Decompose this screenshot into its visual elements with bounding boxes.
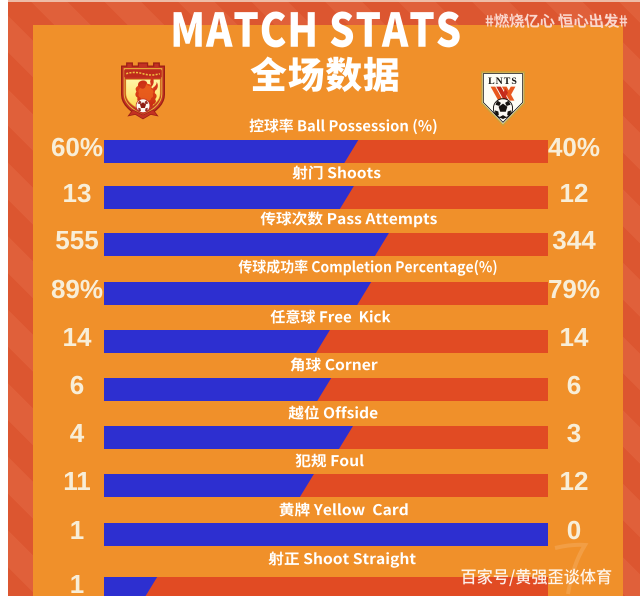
stat-label: 任意球 Free Kick <box>269 308 392 325</box>
stat-label: 射正 Shoot Straight <box>267 550 417 569</box>
stat-bar <box>104 186 548 209</box>
text-glyphs <box>250 56 399 93</box>
away-bar-segment <box>344 140 548 163</box>
away-bar-segment <box>299 474 548 497</box>
text-glyphs <box>249 118 437 134</box>
away-value: 14 <box>559 322 589 352</box>
text-glyphs <box>260 211 438 227</box>
home-value: 555 <box>55 225 99 255</box>
stat-label: 射门 Shoots <box>291 164 382 181</box>
page-title: MATCH STATS <box>172 10 461 49</box>
stat-bar <box>104 577 548 596</box>
stat-bar <box>104 233 548 256</box>
away-value: 40% <box>547 132 601 162</box>
away-bar-segment <box>143 577 548 596</box>
stats-panel <box>33 25 623 596</box>
stat-bar <box>104 523 548 546</box>
text-glyphs <box>288 404 378 420</box>
stat-bar <box>104 378 548 401</box>
away-value: 3 <box>566 418 582 448</box>
text-glyphs <box>485 13 627 29</box>
text-glyphs <box>290 356 378 372</box>
away-value: 0 <box>566 515 582 545</box>
home-value: 6 <box>69 370 85 400</box>
stat-bar <box>104 140 548 163</box>
away-value: 12 <box>559 178 589 208</box>
text-glyphs <box>238 259 496 277</box>
away-bar-segment <box>338 426 548 449</box>
home-value: 1 <box>69 569 85 596</box>
away-value: 344 <box>552 225 596 255</box>
home-value: 89% <box>50 274 104 304</box>
away-bar-segment <box>339 186 548 209</box>
home-value: 1 <box>69 515 85 545</box>
away-value: 12 <box>559 466 589 496</box>
stat-label: 越位 Offside <box>287 404 379 421</box>
stat-label: 传球成功率 Completion Percentage(%) <box>237 258 498 277</box>
guangzhou-evergrande-crest <box>121 62 165 120</box>
text-glyphs <box>295 452 365 467</box>
hashtag-slogan: #燃烧亿心 恒心出发# <box>484 12 629 29</box>
text-glyphs <box>461 568 612 587</box>
away-bar-segment <box>315 330 548 353</box>
home-value: 11 <box>63 466 91 496</box>
text-glyphs <box>292 165 380 179</box>
left-white-edge <box>0 0 8 596</box>
away-bar-segment <box>317 378 548 401</box>
away-value: 79% <box>547 274 601 304</box>
away-bar-segment <box>374 233 548 256</box>
stat-label: 传球次数 Pass Attempts <box>259 210 438 229</box>
stat-bar <box>104 426 548 449</box>
page-subtitle: 全场数据 <box>249 55 400 94</box>
stat-bar <box>104 282 548 305</box>
stat-bar <box>104 330 548 353</box>
text-glyphs <box>270 308 390 324</box>
text-glyphs <box>173 11 461 48</box>
top-light-edge <box>0 0 640 2</box>
stat-bar <box>104 474 548 497</box>
home-team-logo <box>117 61 169 125</box>
watermark: 百家号/黄强歪谈体育 <box>460 567 613 588</box>
home-value: 13 <box>62 178 92 208</box>
home-value: 4 <box>69 418 85 448</box>
home-value: 14 <box>62 322 92 352</box>
stat-label: 角球 Corner <box>289 356 379 373</box>
away-value: 6 <box>566 370 582 400</box>
stat-label: 黄牌 Yellow Card <box>278 501 409 518</box>
shandong-luneng-crest: LNTS <box>480 71 526 127</box>
text-glyphs <box>268 551 416 568</box>
lnts-monogram: LNTS <box>488 76 518 87</box>
stat-label: 控球率 Ball Possession (%) <box>248 117 438 136</box>
text-glyphs <box>279 502 408 516</box>
home-value: 60% <box>50 132 104 162</box>
away-team-logo: LNTS <box>479 70 527 132</box>
away-bar-segment <box>357 282 548 305</box>
stat-label: 犯规 Foul <box>294 452 365 469</box>
